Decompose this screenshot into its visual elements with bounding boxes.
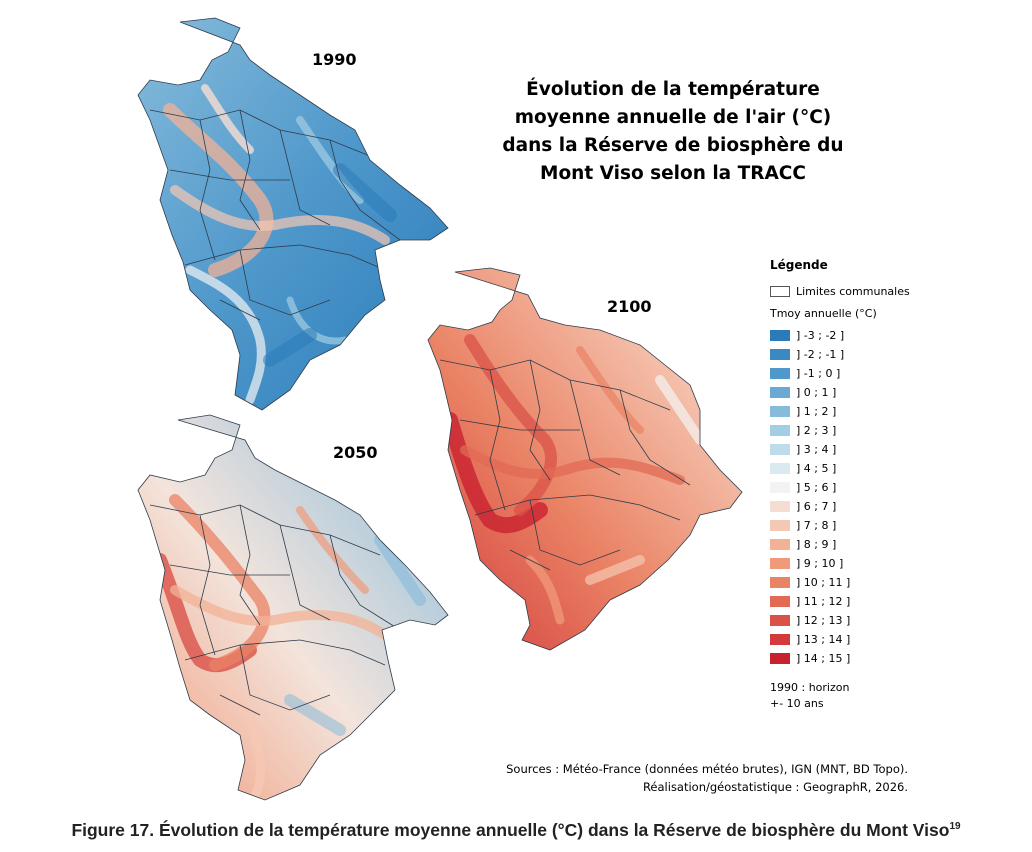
legend-class-swatch: [770, 653, 790, 664]
sources-line-1: Sources : Météo-France (données météo br…: [506, 762, 908, 776]
legend-class-row: ] 3 ; 4 ]: [770, 440, 970, 459]
legend-class-row: ] 9 ; 10 ]: [770, 554, 970, 573]
legend-class-label: ] 10 ; 11 ]: [796, 576, 851, 589]
legend-class-row: ] 12 ; 13 ]: [770, 611, 970, 630]
legend-class-swatch: [770, 596, 790, 607]
title-line-4: Mont Viso selon la TRACC: [540, 163, 806, 184]
sources: Sources : Météo-France (données météo br…: [506, 760, 908, 796]
legend-note-line-2: +- 10 ans: [770, 697, 824, 710]
legend-class-label: ] -1 ; 0 ]: [796, 367, 841, 380]
legend-note: 1990 : horizon +- 10 ans: [770, 680, 970, 712]
legend-note-line-1: 1990 : horizon: [770, 681, 850, 694]
legend-class-label: ] 14 ; 15 ]: [796, 652, 851, 665]
legend-class-row: ] 2 ; 3 ]: [770, 421, 970, 440]
legend-class-swatch: [770, 349, 790, 360]
legend: Légende Limites communales Tmoy annuelle…: [770, 258, 970, 712]
legend-class-swatch: [770, 425, 790, 436]
legend-class-label: ] 6 ; 7 ]: [796, 500, 837, 513]
legend-class-label: ] 13 ; 14 ]: [796, 633, 851, 646]
year-label-1990: 1990: [312, 50, 357, 69]
legend-class-swatch: [770, 387, 790, 398]
legend-class-row: ] 10 ; 11 ]: [770, 573, 970, 592]
legend-class-label: ] 2 ; 3 ]: [796, 424, 837, 437]
year-label-2050: 2050: [333, 443, 378, 462]
figure-caption: Figure 17. Évolution de la température m…: [0, 820, 1032, 841]
legend-class-label: ] -2 ; -1 ]: [796, 348, 845, 361]
legend-class-label: ] 8 ; 9 ]: [796, 538, 837, 551]
legend-class-swatch: [770, 330, 790, 341]
boundary-swatch: [770, 286, 790, 297]
map-2050: [137, 414, 449, 801]
legend-class-row: ] 7 ; 8 ]: [770, 516, 970, 535]
legend-class-swatch: [770, 406, 790, 417]
legend-class-swatch: [770, 577, 790, 588]
legend-class-label: ] 5 ; 6 ]: [796, 481, 837, 494]
sources-line-2: Réalisation/géostatistique : GeographR, …: [642, 780, 908, 794]
legend-class-row: ] -2 ; -1 ]: [770, 345, 970, 364]
legend-class-row: ] 8 ; 9 ]: [770, 535, 970, 554]
legend-class-row: ] -3 ; -2 ]: [770, 326, 970, 345]
legend-class-row: ] 5 ; 6 ]: [770, 478, 970, 497]
legend-class-label: ] 9 ; 10 ]: [796, 557, 844, 570]
legend-class-row: ] 13 ; 14 ]: [770, 630, 970, 649]
legend-class-row: ] 11 ; 12 ]: [770, 592, 970, 611]
legend-class-swatch: [770, 520, 790, 531]
legend-class-swatch: [770, 634, 790, 645]
title-line-1: Évolution de la température: [526, 79, 820, 100]
legend-class-swatch: [770, 539, 790, 550]
title-line-3: dans la Réserve de biosphère du: [502, 135, 844, 156]
legend-class-label: ] 1 ; 2 ]: [796, 405, 837, 418]
boundary-label: Limites communales: [796, 285, 910, 298]
legend-class-label: ] 4 ; 5 ]: [796, 462, 837, 475]
legend-class-row: ] 1 ; 2 ]: [770, 402, 970, 421]
legend-class-swatch: [770, 482, 790, 493]
legend-class-row: ] 4 ; 5 ]: [770, 459, 970, 478]
legend-class-row: ] 6 ; 7 ]: [770, 497, 970, 516]
year-label-2100: 2100: [607, 297, 652, 316]
legend-boundary-row: Limites communales: [770, 282, 970, 301]
legend-title: Légende: [770, 258, 828, 272]
legend-class-row: ] 14 ; 15 ]: [770, 649, 970, 668]
map-1990: [137, 17, 449, 411]
caption-text: Figure 17. Évolution de la température m…: [71, 820, 950, 840]
map-title: Évolution de la température moyenne annu…: [498, 76, 848, 188]
caption-footnote: 19: [949, 821, 961, 833]
map-2100: [427, 267, 743, 651]
legend-class-swatch: [770, 558, 790, 569]
legend-classes: ] -3 ; -2 ] ] -2 ; -1 ] ] -1 ; 0 ] ] 0 ; 1 …: [770, 326, 970, 668]
legend-class-label: ] 0 ; 1 ]: [796, 386, 837, 399]
legend-class-label: ] 7 ; 8 ]: [796, 519, 837, 532]
legend-class-row: ] 0 ; 1 ]: [770, 383, 970, 402]
legend-class-swatch: [770, 463, 790, 474]
legend-class-label: ] -3 ; -2 ]: [796, 329, 845, 342]
title-line-2: moyenne annuelle de l'air (°C): [514, 107, 832, 128]
legend-class-swatch: [770, 368, 790, 379]
legend-class-swatch: [770, 444, 790, 455]
legend-class-swatch: [770, 615, 790, 626]
legend-class-label: ] 3 ; 4 ]: [796, 443, 837, 456]
legend-class-label: ] 11 ; 12 ]: [796, 595, 851, 608]
legend-class-label: ] 12 ; 13 ]: [796, 614, 851, 627]
legend-subtitle: Tmoy annuelle (°C): [770, 307, 877, 320]
legend-class-swatch: [770, 501, 790, 512]
legend-class-row: ] -1 ; 0 ]: [770, 364, 970, 383]
